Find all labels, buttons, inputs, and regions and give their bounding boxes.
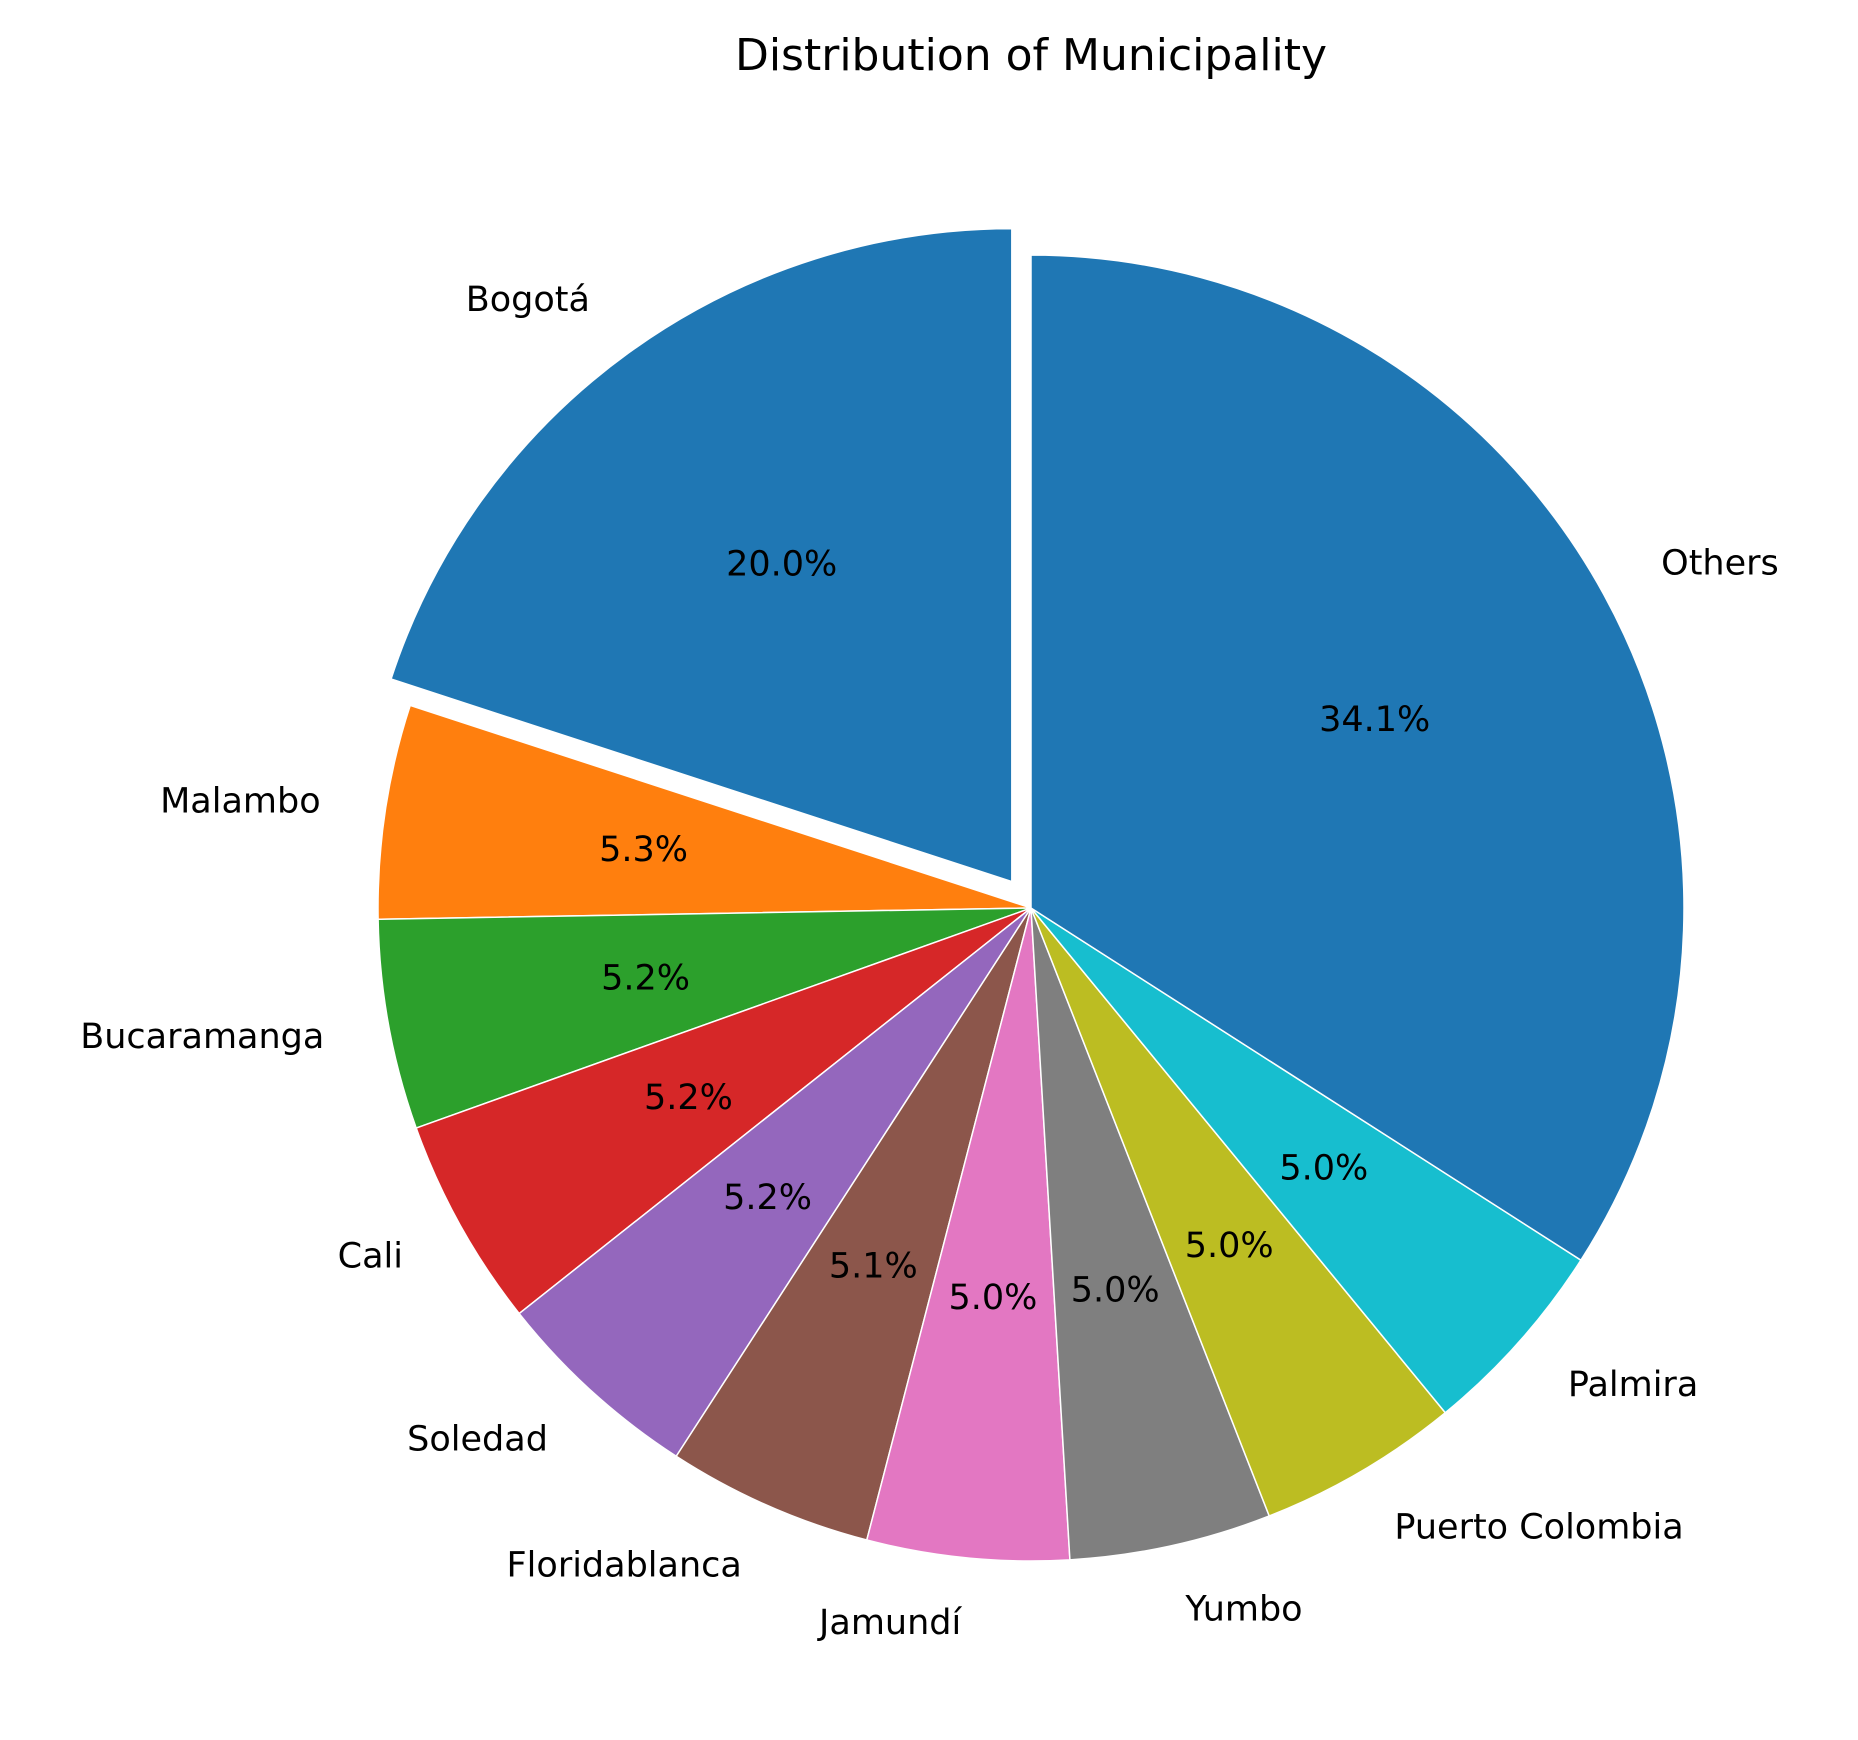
slice-label-floridablanca: Floridablanca [507,1546,742,1586]
slice-label-soledad: Soledad [407,1420,548,1460]
pie-percent-labels: 20.0%5.3%5.2%5.2%5.2%5.1%5.0% 5.0%5.0%5.0… [599,544,1430,1317]
pie-slice-soledad [518,907,1032,1458]
slice-label-malambo: Malambo [160,781,321,821]
slice-label-cali: Cali [338,1237,403,1277]
pie-slice-floridablanca [675,907,1032,1541]
slice-label-jamundi: Jamundí [817,1603,962,1643]
percent-label-jamundi: 5.0% [948,1278,1037,1318]
percent-label-malambo: 5.3% [599,830,688,870]
percent-label-soledad: 5.2% [723,1178,812,1218]
pie-slice-puerto-colombia [1030,907,1447,1517]
pie-slices [377,227,1685,1562]
percent-label-cali: 5.2% [644,1078,733,1118]
pie-slice-bogota [390,227,1013,883]
percent-label-yumbo: 5.0% [1071,1271,1160,1311]
pie-slice-bucaramanga [377,907,1032,1129]
pie-slice-cali [415,907,1032,1315]
slice-label-palmira: Palmira [1568,1365,1698,1405]
pie-labels: Bogotá Malambo Bucaramanga Cali Soledad Flori… [80,280,1779,1643]
pie-slice-yumbo [1030,907,1271,1561]
pie-slice-malambo [377,704,1032,921]
slice-label-puerto-colombia: Puerto Colombia [1394,1508,1683,1548]
percent-label-floridablanca: 5.1% [829,1247,918,1287]
percent-label-bucaramanga: 5.2% [601,958,690,998]
slice-label-others: Others [1661,543,1779,583]
slice-label-yumbo: Yumbo [1184,1590,1302,1630]
percent-label-palmira: 5.0% [1279,1148,1368,1188]
slice-label-bogota: Bogotá [466,280,590,320]
pie-slice-others [1030,254,1685,1262]
slice-label-bucaramanga: Bucaramanga [80,1017,324,1057]
percent-label-bogota: 20.0% [726,544,837,584]
percent-label-others: 34.1% [1319,700,1430,740]
percent-label-puerto-colombia: 5.0% [1185,1226,1274,1266]
pie-slice-jamundi [865,907,1071,1562]
chart-title: Distribution of Municipality [735,30,1327,81]
pie-slice-palmira [1030,907,1582,1414]
